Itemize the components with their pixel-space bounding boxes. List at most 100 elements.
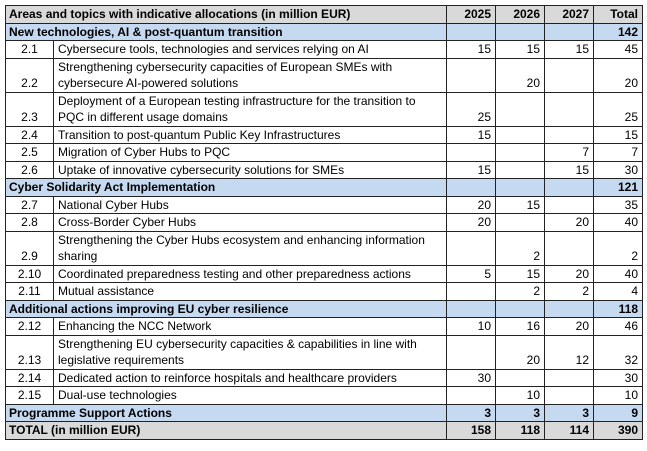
section-2027 <box>544 22 595 41</box>
row-total: 10 <box>593 386 644 405</box>
total-row: TOTAL (in million EUR) 158 118 114 390 <box>4 421 644 440</box>
row-description: Cross-Border Cyber Hubs <box>52 213 448 232</box>
row-2026: 2 <box>495 230 546 266</box>
row-total: 30 <box>593 368 644 387</box>
table-row: 2.12 Enhancing the NCC Network 10 16 20 46 <box>5 317 644 336</box>
row-2027 <box>544 386 595 405</box>
row-2027 <box>544 195 595 214</box>
row-2025: 25 <box>446 91 497 127</box>
header-total: Total <box>593 5 644 24</box>
row-description: National Cyber Hubs <box>52 195 448 214</box>
row-2026: 15 <box>495 195 546 214</box>
row-description: Migration of Cyber Hubs to PQC <box>52 143 448 162</box>
row-code: 2.12 <box>5 317 54 336</box>
table-row: 2.1 Cybersecure tools, technologies and s… <box>5 40 644 59</box>
table-row: 2.15 Dual-use technologies 10 10 <box>5 386 644 405</box>
row-code: 2.5 <box>5 143 54 162</box>
section-2027 <box>544 178 595 197</box>
row-2025 <box>446 57 497 93</box>
total-total: 390 <box>593 421 644 440</box>
row-total: 32 <box>593 334 644 370</box>
row-code: 2.9 <box>5 230 54 266</box>
table-row: 2.6 Uptake of innovative cybersecurity so… <box>5 160 644 179</box>
row-code: 2.2 <box>5 57 54 93</box>
row-description: Transition to post-quantum Public Key In… <box>52 125 448 144</box>
table-row: 2.8 Cross-Border Cyber Hubs 20 20 40 <box>5 213 644 232</box>
row-2025 <box>446 230 497 266</box>
section-2026 <box>495 178 546 197</box>
table-row: 2.3 Deployment of a European testing infr… <box>5 91 644 127</box>
row-2026: 20 <box>495 334 546 370</box>
row-description: Strengthening cybersecurity capacities o… <box>52 57 448 93</box>
row-2025: 20 <box>446 213 497 232</box>
row-2027 <box>544 230 595 266</box>
row-description: Coordinated preparedness testing and oth… <box>52 264 448 283</box>
row-2027: 7 <box>544 143 595 162</box>
row-2025: 20 <box>446 195 497 214</box>
row-2027: 20 <box>544 213 595 232</box>
row-2026 <box>495 91 546 127</box>
table-row: 2.7 National Cyber Hubs 20 15 35 <box>5 195 644 214</box>
row-description: Uptake of innovative cybersecurity solut… <box>52 160 448 179</box>
total-2026: 118 <box>495 421 546 440</box>
section-title: New technologies, AI & post-quantum tran… <box>4 22 448 41</box>
row-2027 <box>544 57 595 93</box>
row-2026 <box>495 368 546 387</box>
row-2027: 12 <box>544 334 595 370</box>
row-total: 35 <box>593 195 644 214</box>
row-description: Strengthening EU cybersecurity capacitie… <box>52 334 448 370</box>
section-2026: 3 <box>495 403 546 422</box>
header-2026: 2026 <box>495 5 546 24</box>
row-code: 2.15 <box>5 386 54 405</box>
section-row: Additional actions improving EU cyber re… <box>4 299 644 318</box>
row-2027: 20 <box>544 264 595 283</box>
row-total: 25 <box>593 91 644 127</box>
table-row: 2.9 Strengthening the Cyber Hubs ecosyste… <box>5 230 644 266</box>
row-code: 2.7 <box>5 195 54 214</box>
section-2027: 3 <box>544 403 595 422</box>
section-title: Cyber Solidarity Act Implementation <box>4 178 448 197</box>
row-2026: 16 <box>495 317 546 336</box>
table-row: 2.11 Mutual assistance 2 2 4 <box>5 282 644 301</box>
row-description: Mutual assistance <box>52 282 448 301</box>
section-total: 9 <box>593 403 644 422</box>
row-2026 <box>495 125 546 144</box>
section-2025: 3 <box>446 403 497 422</box>
row-code: 2.11 <box>5 282 54 301</box>
section-2026 <box>495 22 546 41</box>
row-total: 46 <box>593 317 644 336</box>
row-2026: 10 <box>495 386 546 405</box>
section-2025 <box>446 22 497 41</box>
row-total: 7 <box>593 143 644 162</box>
row-2027 <box>544 368 595 387</box>
row-code: 2.6 <box>5 160 54 179</box>
row-2026 <box>495 143 546 162</box>
row-2026: 15 <box>495 40 546 59</box>
row-total: 30 <box>593 160 644 179</box>
section-row: Programme Support Actions 3 3 3 9 <box>4 403 644 422</box>
section-total: 142 <box>593 22 644 41</box>
row-total: 4 <box>593 282 644 301</box>
table-row: 2.10 Coordinated preparedness testing and… <box>5 264 644 283</box>
row-total: 2 <box>593 230 644 266</box>
section-total: 121 <box>593 178 644 197</box>
row-2027 <box>544 125 595 144</box>
total-2025: 158 <box>446 421 497 440</box>
row-2027: 15 <box>544 40 595 59</box>
row-2025 <box>446 334 497 370</box>
section-2025 <box>446 299 497 318</box>
row-code: 2.14 <box>5 368 54 387</box>
row-2027: 2 <box>544 282 595 301</box>
row-2025 <box>446 143 497 162</box>
row-2026: 15 <box>495 264 546 283</box>
row-description: Dedicated action to reinforce hospitals … <box>52 368 448 387</box>
row-2026 <box>495 213 546 232</box>
section-2026 <box>495 299 546 318</box>
section-2027 <box>544 299 595 318</box>
row-2026: 2 <box>495 282 546 301</box>
section-total: 118 <box>593 299 644 318</box>
table-row: 2.13 Strengthening EU cybersecurity capac… <box>5 334 644 370</box>
row-2025: 15 <box>446 125 497 144</box>
total-2027: 114 <box>544 421 595 440</box>
row-2025: 30 <box>446 368 497 387</box>
